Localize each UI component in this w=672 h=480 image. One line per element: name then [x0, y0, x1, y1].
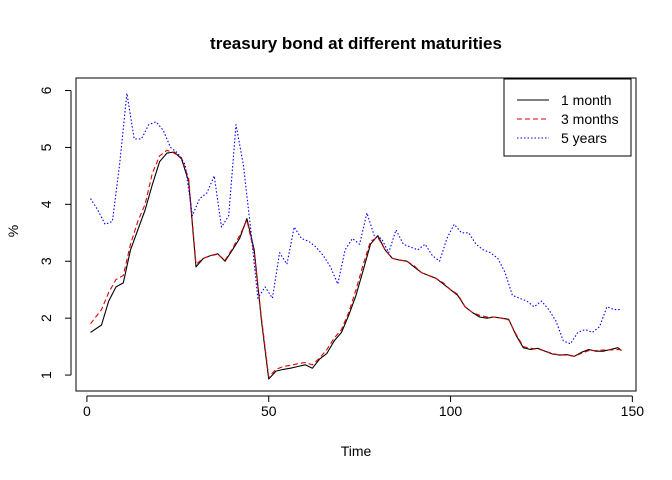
chart-title: treasury bond at different maturities	[210, 34, 502, 53]
y-tick-label: 5	[38, 143, 54, 151]
x-tick-label: 150	[621, 403, 645, 419]
y-tick-label: 1	[38, 371, 54, 379]
x-axis-label: Time	[341, 443, 372, 459]
y-tick-label: 6	[38, 86, 54, 94]
series-line-5-years	[90, 92, 622, 345]
y-tick-label: 4	[38, 200, 54, 208]
y-tick-label: 3	[38, 257, 54, 265]
x-axis: 0 50 100 150	[83, 395, 645, 419]
legend: 1 month 3 months 5 years	[503, 78, 632, 157]
series-line-1-month	[90, 151, 622, 380]
x-tick-label: 0	[83, 403, 91, 419]
series-layer	[90, 92, 622, 380]
legend-label-1-month: 1 month	[561, 92, 612, 108]
legend-box	[503, 78, 632, 157]
y-axis-label: %	[5, 225, 21, 237]
x-tick-label: 50	[261, 403, 277, 419]
legend-label-5-years: 5 years	[561, 130, 607, 146]
y-axis: 1 2 3 4 5 6	[38, 86, 72, 379]
plot-frame	[75, 77, 637, 392]
x-tick-label: 100	[439, 403, 463, 419]
series-line-3-months	[90, 149, 622, 378]
y-tick-label: 2	[38, 314, 54, 322]
legend-label-3-months: 3 months	[561, 111, 619, 127]
